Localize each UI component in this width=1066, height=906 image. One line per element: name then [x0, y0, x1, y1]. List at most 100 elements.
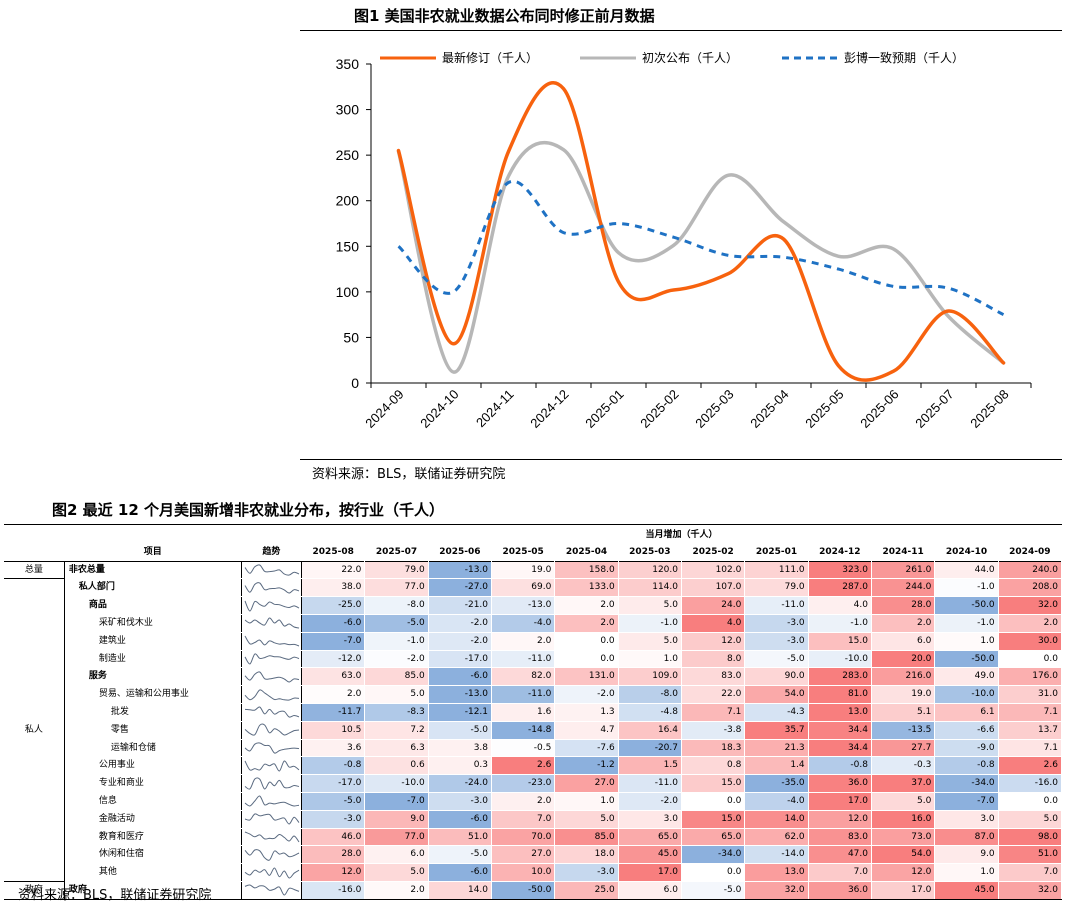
row-label: 批发: [63, 702, 242, 722]
data-cell: 3.8: [427, 738, 493, 758]
figure1-source-rule: [300, 459, 1062, 460]
sparkline-path: [244, 600, 299, 612]
series-1-point: 2024-11: 227: [507, 175, 510, 178]
data-cell: -7.6: [554, 738, 619, 758]
sparkline-path: [244, 688, 299, 701]
data-cell: -8.0: [617, 685, 683, 704]
data-cell: -1.2: [554, 756, 619, 776]
data-cell: -11.0: [617, 774, 683, 793]
series-1-point: 2025-06: 147: [892, 248, 895, 251]
sparkline-path: [244, 617, 299, 629]
data-cell: -3.0: [744, 613, 809, 633]
data-cell: -14.8: [491, 720, 556, 740]
data-cell: 3.0: [617, 809, 683, 829]
data-cell: 28.0: [301, 845, 366, 865]
sparkline-path: [244, 867, 299, 879]
row-label: 制造业: [63, 649, 242, 669]
data-cell: 323.0: [807, 560, 872, 580]
trend-sparkline-cell: [240, 720, 303, 740]
data-cell: -4.0: [744, 791, 809, 811]
data-cell: 111.0: [744, 560, 809, 580]
row-group-label: 私人: [4, 578, 65, 882]
data-cell: 5.0: [554, 809, 619, 829]
data-cell: 63.0: [301, 667, 366, 687]
data-cell: -9.0: [934, 738, 999, 758]
data-cell: 82.0: [491, 667, 556, 687]
table-row: 私人 私人部门 38.0 77.0 -27.0 69.0 133.0 114.0 107.0 79…: [4, 578, 1063, 882]
y-tick-label: 350: [336, 56, 360, 72]
trend-sparkline-cell: [240, 863, 303, 882]
data-cell: -5.0: [364, 613, 429, 633]
data-cell: 17.0: [870, 880, 936, 900]
data-cell: 7.1: [997, 738, 1063, 758]
data-cell: -2.0: [554, 685, 619, 704]
data-cell: 8.0: [680, 649, 746, 669]
row-label: 私人部门: [63, 578, 242, 598]
header-month: 2025-03: [629, 546, 671, 557]
data-cell: -3.0: [744, 631, 809, 651]
data-cell: 240.0: [997, 560, 1063, 580]
data-cell: 5.0: [364, 685, 429, 704]
figure2-title-rule: [4, 524, 1062, 525]
series-1-point: 2025-07: 73: [947, 315, 950, 318]
trend-sparkline-cell: [240, 827, 303, 847]
data-cell: -12.0: [301, 649, 366, 669]
data-cell: -20.7: [617, 738, 683, 758]
table-row: 政府 政府 -16.0 2.0 14.0 -50.0 25.0 6.0 -5.0 32.0 36.0…: [4, 880, 1063, 900]
y-tick-label: 250: [336, 147, 360, 163]
table-row: 教育和医疗 46.0 77.0 51.0 70.0 85.0 65.0 65.0 62.0 83.…: [4, 827, 1063, 847]
sparkline-path: [244, 723, 299, 736]
data-cell: 77.0: [364, 578, 429, 598]
series-2-point: 2024-09: 150: [397, 245, 400, 248]
figure1-title: 图1 美国非农就业数据公布同时修正前月数据: [354, 7, 655, 25]
series-2-point: 2025-07: 104: [947, 287, 950, 290]
series-1-point: 2025-05: 139: [837, 255, 840, 258]
table-row: 服务 63.0 85.0 -6.0 82.0 131.0 109.0 83.0 90.0 283.…: [4, 667, 1063, 687]
data-cell: -6.6: [934, 720, 999, 740]
sparkline-path: [244, 831, 300, 843]
data-cell: 7.0: [997, 863, 1063, 882]
sparkline-path: [244, 884, 299, 896]
data-cell: 7.0: [807, 863, 872, 882]
sparkline-path: [244, 564, 299, 576]
data-cell: 0.0: [554, 649, 619, 669]
data-cell: 12.0: [680, 631, 746, 651]
header-month: 2025-04: [565, 546, 608, 557]
trend-sparkline: [244, 867, 299, 879]
series-2-point: 2025-08: 75: [1002, 313, 1005, 316]
trend-sparkline: [244, 564, 299, 576]
x-tick-label: 2025-07: [912, 387, 956, 431]
data-cell: 14.0: [427, 880, 493, 900]
trend-sparkline: [244, 671, 299, 683]
table-row: 金融活动 -3.0 9.0 -6.0 7.0 5.0 3.0 15.0 14.0 12.0 16.0…: [4, 809, 1063, 829]
data-cell: 102.0: [680, 560, 746, 580]
data-cell: 5.0: [870, 791, 936, 811]
data-cell: -0.8: [301, 756, 366, 776]
trend-sparkline-cell: [240, 596, 303, 615]
series-line-0: [396, 80, 1006, 382]
data-cell: -14.0: [744, 845, 809, 865]
data-cell: 109.0: [617, 667, 683, 687]
data-cell: 34.4: [807, 738, 872, 758]
series-0-point: 2025-08: 22: [1002, 361, 1005, 364]
header-month: 2024-11: [882, 546, 924, 557]
data-cell: 54.0: [744, 685, 809, 704]
x-tick-label: 2025-05: [802, 387, 846, 431]
data-cell: 10.0: [491, 863, 556, 882]
data-cell: 0.0: [680, 791, 746, 811]
data-cell: 3.6: [301, 738, 366, 758]
data-cell: 32.0: [997, 880, 1063, 900]
x-tick-label: 2024-12: [527, 387, 571, 431]
trend-sparkline: [244, 795, 299, 807]
series-1-point: 2025-04: 177: [782, 220, 785, 223]
data-cell: -23.0: [491, 774, 556, 793]
data-cell: 1.5: [617, 756, 683, 776]
data-cell: 2.0: [997, 613, 1063, 633]
header-month: 2024-10: [945, 546, 988, 557]
table-header-group-row: 当月增加（千人）: [4, 527, 1062, 544]
table-row: 信息 -5.0 -7.0 -3.0 2.0 1.0 -2.0 0.0 -4.0 17.0 5.0 -7…: [4, 791, 1063, 811]
data-cell: 24.0: [680, 596, 746, 615]
row-label: 运输和仓储: [63, 738, 242, 758]
y-tick-label: 300: [336, 102, 360, 118]
data-cell: 7.2: [364, 720, 429, 740]
